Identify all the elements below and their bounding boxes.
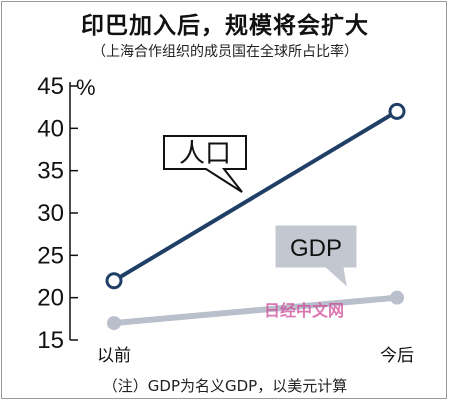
data-point-gdp [390, 290, 404, 305]
y-tick-label: 40 [37, 115, 64, 142]
x-category-label: 以前 [97, 346, 131, 366]
watermark-text: 日经中文网 [264, 301, 344, 320]
callout-gdp-label: GDP [290, 235, 342, 262]
data-point-population [105, 272, 123, 290]
y-tick-label: 25 [37, 242, 64, 269]
series-layer [105, 102, 406, 331]
callout-population-bubble [163, 135, 247, 193]
chart-title: 印巴加入后，规模将会扩大 [81, 13, 369, 39]
series-line-gdp [111, 294, 400, 327]
y-axis-unit: % [76, 75, 96, 100]
callout-gdp-bubble [275, 225, 357, 287]
y-tick-label: 20 [37, 285, 64, 312]
chart-subtitle: （上海合作组织的成员国在全球所占比率） [92, 44, 358, 60]
y-tick-label: 35 [37, 158, 64, 185]
data-point-population [388, 102, 406, 120]
chart-footnote: （注）GDP为名义GDP，以美元计算 [102, 377, 348, 395]
axes: 15 20 25 30 35 40 45 % 以前 今后 [37, 73, 414, 366]
series-line-population [112, 109, 399, 283]
x-category-label: 今后 [380, 346, 414, 366]
y-tick-label: 30 [37, 200, 64, 227]
y-tick-label: 45 [37, 73, 64, 100]
callout-population-label: 人口 [179, 139, 231, 169]
callouts: 人口 GDP 日经中文网 [163, 135, 357, 320]
y-tick-label: 15 [37, 327, 64, 354]
data-point-gdp [107, 316, 121, 331]
